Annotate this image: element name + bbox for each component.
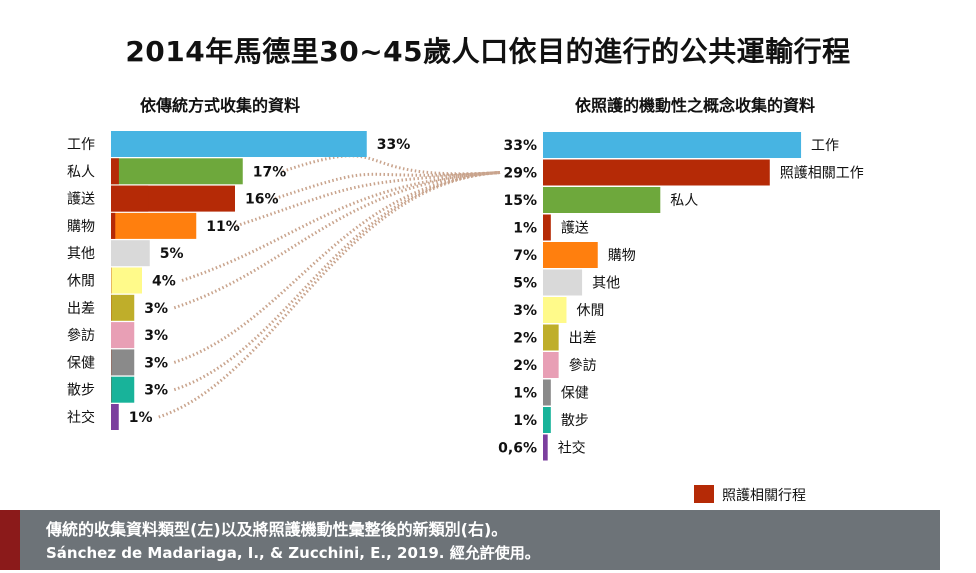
right-category-label: 出差 xyxy=(569,331,597,347)
right-category-label: 私人 xyxy=(670,193,698,209)
right-bar-11 xyxy=(543,407,551,433)
left-category-label: 休閒 xyxy=(67,274,95,290)
left-value-label: 16% xyxy=(245,192,279,208)
left-category-label: 出差 xyxy=(67,301,95,317)
reallocation-link xyxy=(181,171,501,282)
left-value-label: 3% xyxy=(144,328,168,344)
right-category-label: 保健 xyxy=(561,386,589,402)
right-chart-subtitle: 依照護的機動性之概念收集的資料 xyxy=(575,96,816,115)
left-chart-subtitle: 依傳統方式收集的資料 xyxy=(140,96,301,115)
left-category-label: 散步 xyxy=(67,383,95,399)
left-bar-5 xyxy=(111,240,150,267)
reallocation-link xyxy=(282,154,501,176)
right-category-label: 照護相關工作 xyxy=(780,166,864,182)
right-value-label: 15% xyxy=(503,193,537,209)
caption-line-1: 傳統的收集資料類型(左)以及將照護機動性彙整後的新類別(右)。 xyxy=(46,520,508,539)
left-value-label: 3% xyxy=(144,301,168,317)
right-bar-2 xyxy=(543,159,770,186)
right-bar-chart: 33% 工作 29% 照護相關工作 15% 私人 1% 護送 7% 購物 5% 其他 3% 休閒 2% 出差 2… xyxy=(498,132,864,461)
left-category-label: 護送 xyxy=(67,192,95,208)
right-category-label: 護送 xyxy=(561,221,589,237)
left-value-label: 33% xyxy=(377,137,411,153)
left-bar-9 xyxy=(111,349,135,376)
left-bar-4 xyxy=(111,212,197,239)
right-bar-12 xyxy=(543,434,548,461)
caption-line-2: Sánchez de Madariaga, I., & Zucchini, E.… xyxy=(46,544,540,562)
right-category-label: 購物 xyxy=(608,248,636,264)
right-bar-1 xyxy=(543,132,802,158)
reallocation-link xyxy=(173,171,501,392)
right-bar-7 xyxy=(543,297,567,323)
left-category-label: 購物 xyxy=(67,219,95,235)
right-value-label: 2% xyxy=(513,358,537,374)
reallocation-link xyxy=(158,171,501,419)
caption-accent xyxy=(0,510,20,570)
left-value-label: 17% xyxy=(253,164,287,180)
left-value-label: 5% xyxy=(160,246,184,262)
left-value-label: 1% xyxy=(129,410,153,426)
left-value-label: 3% xyxy=(144,355,168,371)
left-bar-chart: 工作 33% 私人 17% 護送 16% 購物 11% 其他 5% 休閒 4% 出差 3% 參訪 3% 保健 3%… xyxy=(67,131,410,430)
reallocation-link xyxy=(173,171,501,310)
right-value-label: 33% xyxy=(503,138,537,154)
legend-label: 照護相關行程 xyxy=(722,488,806,504)
right-bar-6 xyxy=(543,269,583,296)
right-category-label: 社交 xyxy=(558,440,586,457)
left-value-label: 4% xyxy=(152,274,176,290)
right-bar-8 xyxy=(543,324,559,351)
right-category-label: 休閒 xyxy=(576,303,604,319)
left-bar-6 xyxy=(111,267,142,294)
left-bar-10 xyxy=(111,376,135,403)
right-bar-9 xyxy=(543,352,559,378)
right-value-label: 29% xyxy=(503,166,537,182)
left-bar-1 xyxy=(111,131,367,157)
right-bar-5 xyxy=(543,242,598,268)
reallocation-link xyxy=(235,171,501,228)
left-category-label: 參訪 xyxy=(67,328,95,344)
right-bar-3 xyxy=(543,187,661,213)
left-value-label: 11% xyxy=(206,219,240,235)
left-bar-11 xyxy=(111,404,119,430)
right-value-label: 1% xyxy=(513,413,537,429)
left-bar-care-part-3 xyxy=(111,185,149,212)
left-category-label: 私人 xyxy=(67,164,95,180)
right-bar-10 xyxy=(543,379,551,406)
right-value-label: 2% xyxy=(513,331,537,347)
right-value-label: 7% xyxy=(513,248,537,264)
right-category-label: 其他 xyxy=(592,276,620,292)
left-category-label: 社交 xyxy=(67,409,95,426)
left-bar-8 xyxy=(111,322,135,349)
legend: 照護相關行程 xyxy=(694,485,806,504)
caption-bar: 傳統的收集資料類型(左)以及將照護機動性彙整後的新類別(右)。 Sánchez … xyxy=(0,510,940,570)
right-bar-4 xyxy=(543,214,551,241)
reallocation-link xyxy=(274,171,501,201)
left-category-label: 工作 xyxy=(67,137,95,153)
right-category-label: 工作 xyxy=(811,138,839,154)
left-bar-2 xyxy=(111,158,243,185)
right-category-label: 散步 xyxy=(561,413,589,429)
left-bar-care-part-4 xyxy=(111,212,116,239)
reallocation-links xyxy=(158,154,501,419)
right-category-label: 參訪 xyxy=(569,358,597,374)
right-value-label: 1% xyxy=(513,386,537,402)
left-bar-7 xyxy=(111,294,135,321)
left-bar-care-part-2 xyxy=(111,158,119,185)
chart-title: 2014年馬德里30~45歲人口依目的進行的公共運輸行程 xyxy=(125,35,851,68)
right-value-label: 5% xyxy=(513,276,537,292)
legend-swatch xyxy=(694,485,714,503)
left-category-label: 保健 xyxy=(67,355,95,371)
right-value-label: 1% xyxy=(513,221,537,237)
right-value-label: 0,6% xyxy=(498,441,537,457)
left-value-label: 3% xyxy=(144,383,168,399)
left-category-label: 其他 xyxy=(67,246,95,262)
right-value-label: 3% xyxy=(513,303,537,319)
